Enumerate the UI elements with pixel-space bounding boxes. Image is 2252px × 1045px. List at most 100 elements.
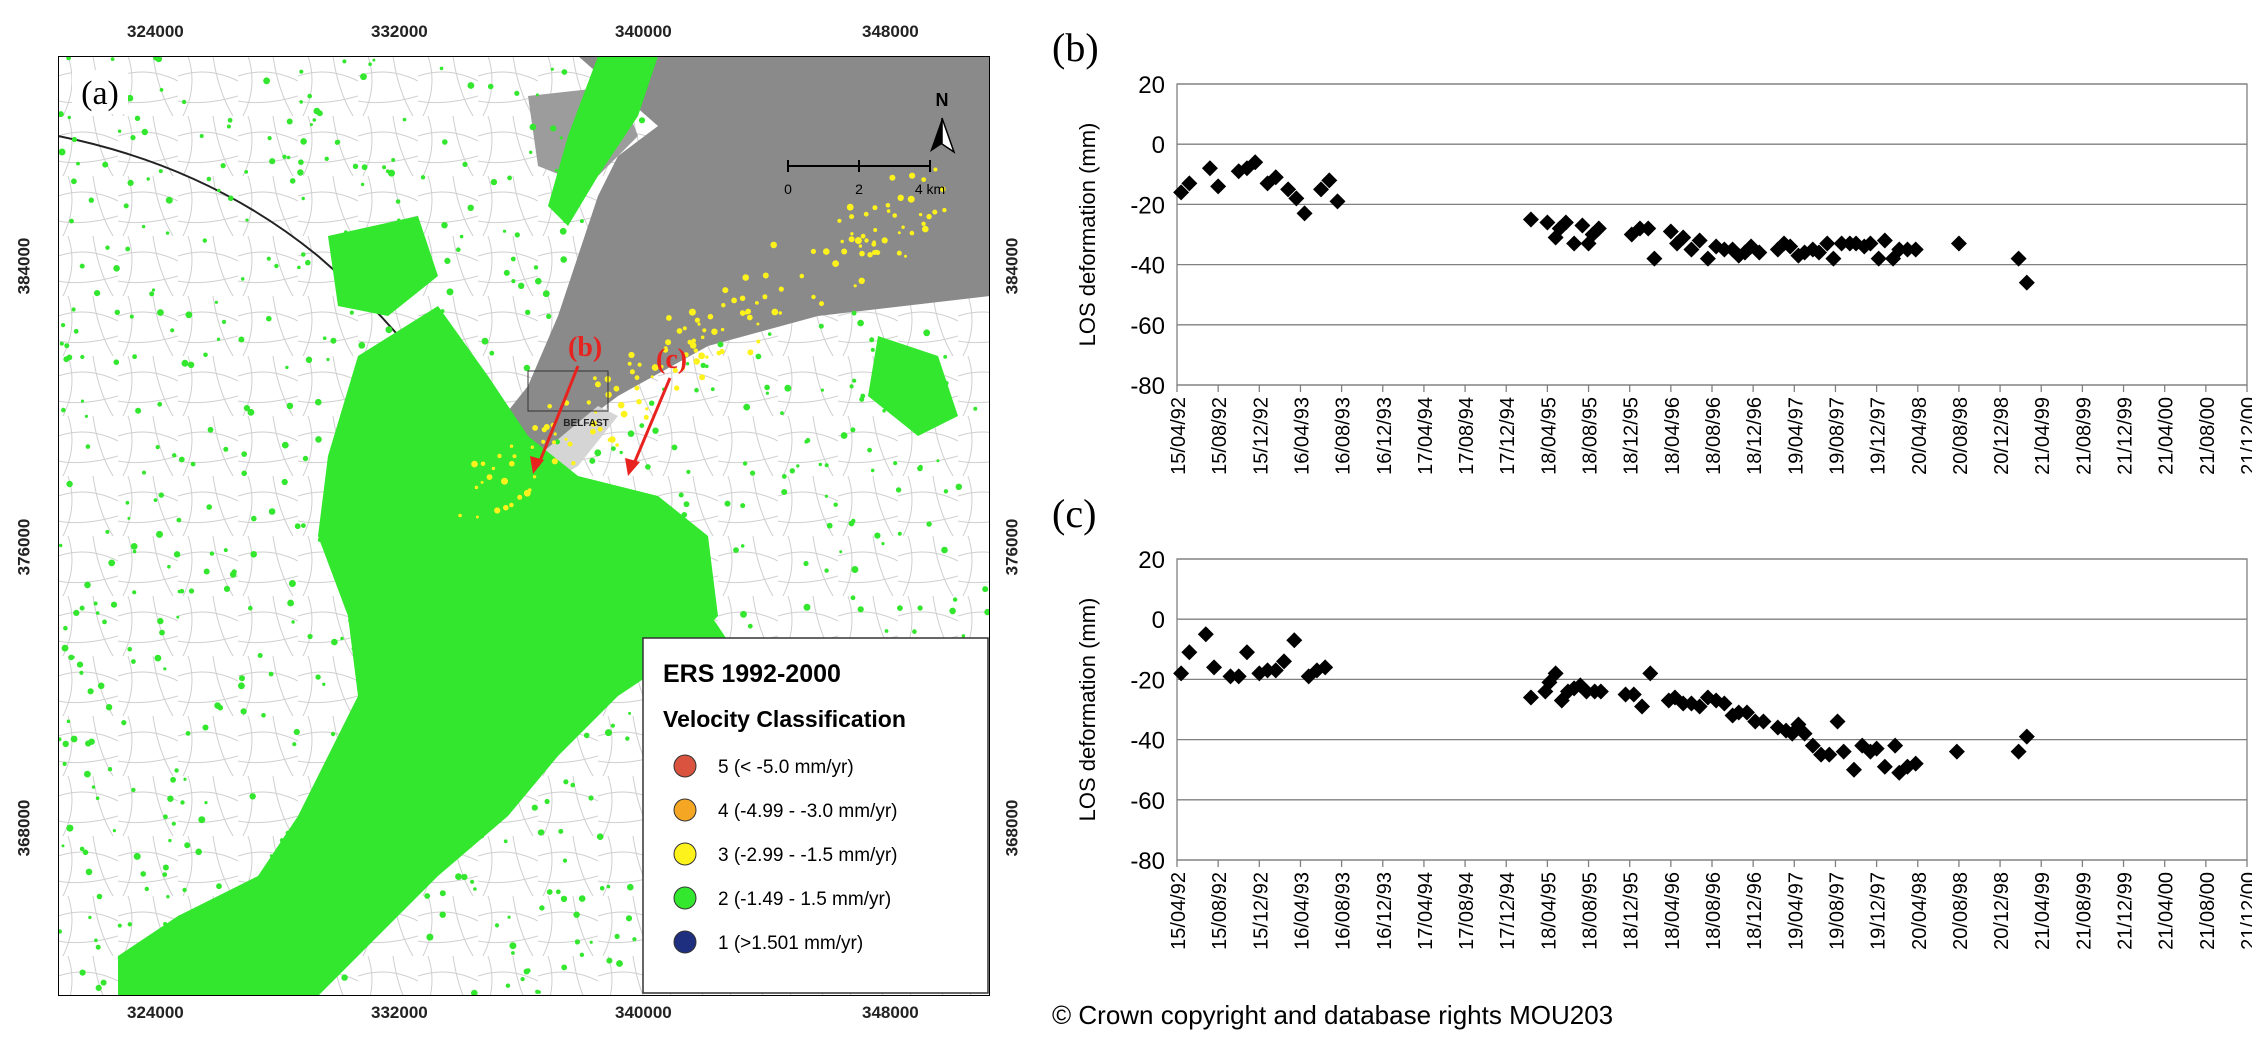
x-tick-label: 21/04/00 (2156, 397, 2178, 475)
ps-point (852, 378, 857, 383)
ps-point (94, 938, 98, 943)
ps-point (209, 551, 215, 556)
ps-point (895, 487, 902, 493)
ps-point (523, 968, 530, 975)
ps-point-yellow (871, 241, 877, 247)
data-point (1747, 713, 1764, 730)
ps-point (546, 889, 553, 895)
ps-point (571, 682, 577, 688)
ps-point (257, 653, 263, 658)
ps-point (448, 825, 452, 830)
x-tick-bottom: 332000 (371, 1003, 428, 1022)
ps-point (545, 466, 550, 471)
ps-point-yellow (547, 404, 552, 409)
ps-point-yellow (747, 349, 754, 356)
data-point (1317, 659, 1334, 676)
ps-point (705, 364, 709, 369)
ps-point (582, 188, 586, 192)
ps-point (344, 230, 348, 234)
ps-point (584, 636, 590, 643)
x-tick-top: 340000 (615, 22, 672, 41)
ps-point (507, 915, 511, 919)
ps-point-yellow (593, 376, 597, 381)
ps-point (165, 196, 173, 204)
belfast-lough (488, 56, 990, 481)
ps-point-yellow (892, 213, 897, 218)
ps-point (747, 623, 753, 629)
ps-point (516, 528, 524, 536)
ps-point (70, 735, 78, 743)
x-tick-label: 17/04/94 (1415, 397, 1437, 475)
data-point (1210, 178, 1227, 195)
ps-point-yellow (645, 407, 649, 411)
data-point (2018, 728, 2035, 745)
ps-point (102, 161, 109, 168)
ps-point (943, 489, 949, 494)
data-point (1782, 238, 1799, 255)
ps-point (514, 232, 520, 238)
ps-point (708, 584, 712, 588)
ps-point (227, 117, 233, 123)
ps-point (181, 99, 187, 105)
ps-point (76, 661, 84, 668)
ps-point (552, 542, 557, 547)
ps-point (423, 654, 427, 658)
ps-point (422, 605, 429, 612)
ps-point (58, 148, 66, 156)
ps-point (248, 605, 253, 611)
ps-point (144, 951, 152, 959)
ps-point (113, 359, 120, 366)
ps-point (172, 453, 177, 458)
ps-point (558, 828, 564, 834)
data-point (1251, 665, 1268, 682)
ps-point (571, 475, 577, 481)
ps-point (346, 929, 353, 937)
ps-point (826, 522, 833, 529)
ps-point (433, 497, 441, 504)
data-point (1247, 154, 1264, 171)
ps-point (71, 307, 76, 312)
ps-point (467, 204, 474, 211)
ps-point (178, 456, 185, 463)
ps-point (107, 767, 113, 772)
ps-point (326, 357, 330, 362)
ps-point (297, 265, 301, 270)
ps-point-yellow (541, 439, 546, 444)
ps-point (767, 332, 772, 336)
ps-point (628, 711, 632, 715)
y-tick-left: 384000 (14, 237, 34, 295)
ps-point-yellow (762, 294, 768, 300)
ps-point (312, 118, 317, 122)
y-tick-label: -80 (1130, 373, 1165, 400)
ps-point-yellow (659, 364, 664, 369)
ps-point-yellow (586, 400, 591, 405)
ps-point-yellow (746, 314, 753, 321)
ps-point (824, 494, 829, 498)
ps-point (238, 682, 245, 690)
ps-point (789, 468, 795, 474)
ps-point (455, 873, 462, 880)
x-tick-label: 18/08/95 (1580, 872, 1602, 950)
ps-point (440, 309, 445, 314)
ps-point (604, 139, 611, 146)
ps-point (578, 895, 586, 902)
ps-point (221, 319, 227, 324)
ps-point (159, 88, 164, 92)
ps-point (781, 474, 787, 479)
ps-point (71, 178, 77, 185)
ps-point (462, 161, 468, 167)
ps-point (404, 897, 411, 904)
data-point (1691, 698, 1708, 715)
ps-point-yellow (688, 308, 696, 316)
ps-point (606, 613, 612, 619)
ps-point (295, 967, 301, 973)
ps-point (141, 128, 148, 136)
ps-point (301, 523, 306, 528)
ps-point (505, 983, 511, 988)
ps-point-yellow (564, 437, 568, 441)
ps-point (69, 218, 74, 224)
ps-point-yellow (691, 338, 696, 343)
ps-point-yellow (872, 205, 878, 211)
ps-point (507, 175, 512, 181)
ps-point (599, 886, 605, 891)
